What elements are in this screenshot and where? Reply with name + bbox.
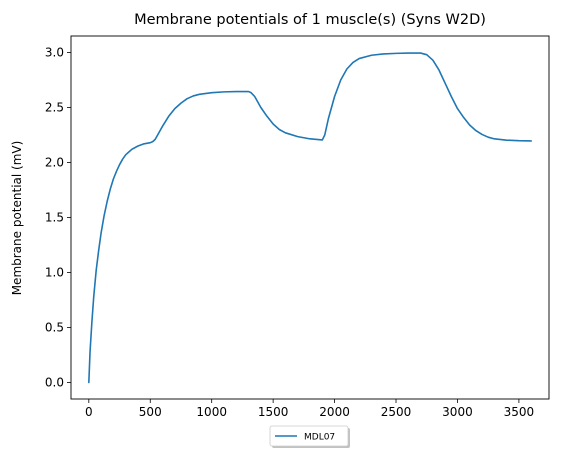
y-tick-label: 2.0 bbox=[45, 156, 64, 170]
y-tick-label: 2.5 bbox=[45, 101, 64, 115]
chart-title: Membrane potentials of 1 muscle(s) (Syns… bbox=[134, 12, 486, 28]
plot-frame bbox=[70, 35, 550, 400]
plot-area bbox=[88, 52, 532, 384]
y-axis-label: Membrane potential (mV) bbox=[10, 141, 24, 296]
axis-ticks: 0 500 1000 1500 2000 2500 3000 3500 0.0 0.5 1.0 1.5… bbox=[45, 46, 534, 420]
x-tick-label: 3000 bbox=[442, 405, 473, 419]
x-tick-label: 3500 bbox=[504, 405, 535, 419]
y-tick-label: 1.0 bbox=[45, 266, 64, 280]
x-tick-label: 0 bbox=[85, 405, 93, 419]
legend-box bbox=[269, 425, 349, 447]
y-tick-label: 1.5 bbox=[45, 211, 64, 225]
x-tick-label: 2000 bbox=[319, 405, 350, 419]
y-tick-label: 0.0 bbox=[45, 376, 64, 390]
x-tick-label: 500 bbox=[139, 405, 162, 419]
x-tick-label: 1500 bbox=[258, 405, 289, 419]
legend: MDL07 bbox=[269, 425, 350, 448]
x-tick-label: 1000 bbox=[196, 405, 227, 419]
y-tick-label: 3.0 bbox=[45, 46, 64, 60]
x-tick-label: 2500 bbox=[381, 405, 412, 419]
legend-label: MDL07 bbox=[304, 433, 335, 443]
y-tick-label: 0.5 bbox=[45, 321, 64, 335]
series-line-mdl07 bbox=[88, 52, 532, 384]
